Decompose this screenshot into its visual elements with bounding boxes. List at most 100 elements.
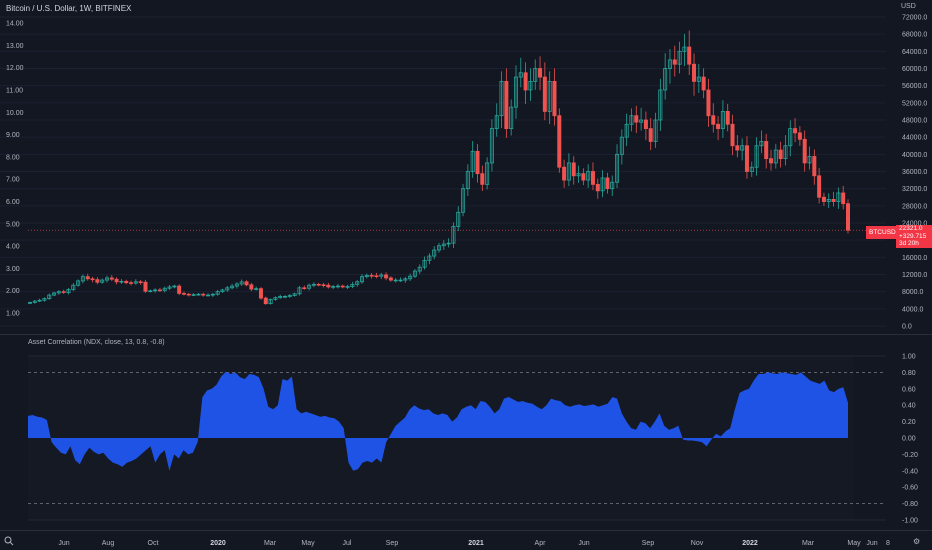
candle-body bbox=[258, 288, 263, 299]
y-tick-left: 6.00 bbox=[6, 199, 20, 206]
candle-body bbox=[446, 242, 451, 245]
candle-body bbox=[364, 274, 369, 278]
candle-body bbox=[345, 286, 350, 288]
candle-body bbox=[196, 293, 201, 296]
candle-body bbox=[513, 76, 518, 108]
candle-body bbox=[744, 145, 749, 172]
y-tick-corr: 0.20 bbox=[902, 419, 916, 426]
candle-body bbox=[133, 281, 138, 284]
candle-body bbox=[566, 162, 571, 181]
candle-body bbox=[494, 115, 499, 129]
candle-body bbox=[254, 288, 259, 290]
candle-body bbox=[210, 293, 215, 296]
candle-body bbox=[826, 198, 831, 202]
candle-body bbox=[841, 192, 846, 205]
candle-body bbox=[181, 292, 186, 295]
x-tick: Oct bbox=[148, 540, 159, 547]
candle-body bbox=[773, 149, 778, 164]
candle-body bbox=[114, 278, 119, 283]
candle-body bbox=[119, 280, 124, 283]
candle-body bbox=[581, 173, 586, 181]
candle-body bbox=[374, 275, 379, 277]
y-tick-left: 9.00 bbox=[6, 132, 20, 139]
y-tick-usd: 24000.0 bbox=[902, 221, 927, 228]
candle-body bbox=[71, 284, 76, 290]
candle-body bbox=[287, 295, 292, 297]
candle-body bbox=[528, 80, 533, 91]
candle-body bbox=[788, 128, 793, 147]
candle-body bbox=[215, 291, 220, 295]
candle-body bbox=[138, 281, 143, 283]
y-tick-usd: 52000.0 bbox=[902, 100, 927, 107]
x-tick: May bbox=[847, 540, 861, 547]
candlestick-series bbox=[27, 30, 866, 305]
candle-body bbox=[509, 106, 514, 129]
candle-body bbox=[76, 280, 81, 286]
x-tick: Jun bbox=[866, 540, 877, 547]
x-tick: Mar bbox=[264, 540, 277, 547]
y-tick-usd: 68000.0 bbox=[902, 32, 927, 39]
candle-body bbox=[639, 119, 644, 123]
current-price: 22321.0 bbox=[899, 225, 923, 232]
currency-label: USD bbox=[901, 3, 916, 10]
x-tick: 2022 bbox=[742, 540, 758, 547]
y-tick-usd: 64000.0 bbox=[902, 49, 927, 56]
candle-body bbox=[441, 243, 446, 247]
candle-body bbox=[42, 298, 47, 301]
x-tick: Apr bbox=[535, 540, 547, 547]
candle-body bbox=[658, 89, 663, 121]
y-tick-usd: 36000.0 bbox=[902, 169, 927, 176]
candle-body bbox=[56, 291, 61, 294]
candle-body bbox=[100, 279, 105, 283]
candle-body bbox=[384, 274, 389, 279]
candle-body bbox=[595, 183, 600, 192]
correlation-area-series bbox=[28, 371, 848, 471]
candle-body bbox=[388, 277, 393, 281]
y-tick-left: 4.00 bbox=[6, 244, 20, 251]
y-tick-usd: 32000.0 bbox=[902, 186, 927, 193]
x-tick: Mar bbox=[802, 540, 815, 547]
candle-body bbox=[292, 293, 297, 296]
candle-body bbox=[307, 284, 312, 289]
chart-title: Bitcoin / U.S. Dollar, 1W, BITFINEX bbox=[6, 4, 132, 13]
candle-body bbox=[302, 287, 307, 290]
candle-body bbox=[793, 128, 798, 134]
candle-body bbox=[398, 279, 403, 282]
candle-body bbox=[268, 298, 273, 305]
candle-body bbox=[326, 284, 331, 288]
candle-body bbox=[249, 284, 254, 290]
candle-body bbox=[706, 89, 711, 117]
candle-body bbox=[186, 293, 191, 296]
zoom-icon[interactable] bbox=[4, 536, 14, 546]
candle-body bbox=[206, 294, 211, 297]
x-tick: Sep bbox=[386, 540, 399, 547]
candle-body bbox=[239, 281, 244, 285]
candle-body bbox=[432, 249, 437, 257]
x-tick: Jun bbox=[58, 540, 69, 547]
gear-icon[interactable]: ⚙ bbox=[913, 537, 921, 546]
indicator-title[interactable]: Asset Correlation (NDX, close, 13, 0.8, … bbox=[28, 339, 165, 346]
y-tick-usd: 48000.0 bbox=[902, 118, 927, 125]
y-tick-corr: -0.20 bbox=[902, 452, 918, 459]
y-tick-left: 14.00 bbox=[6, 21, 24, 28]
candle-body bbox=[562, 166, 567, 181]
candle-body bbox=[162, 287, 167, 291]
candle-body bbox=[451, 226, 456, 244]
candle-body bbox=[340, 285, 345, 288]
y-tick-left: 8.00 bbox=[6, 154, 20, 161]
candle-body bbox=[393, 279, 398, 282]
candle-body bbox=[177, 285, 182, 294]
candle-body bbox=[682, 46, 687, 52]
y-tick-usd: 72000.0 bbox=[902, 15, 927, 22]
candle-body bbox=[32, 300, 37, 303]
x-tick: May bbox=[301, 540, 315, 547]
candle-body bbox=[153, 289, 158, 292]
axes: 0.04000.08000.012000.016000.020000.02400… bbox=[0, 15, 932, 547]
candle-body bbox=[692, 63, 697, 82]
candle-body bbox=[470, 150, 475, 172]
candle-body bbox=[61, 291, 66, 293]
candle-body bbox=[109, 277, 114, 280]
candle-body bbox=[225, 287, 230, 291]
candle-body bbox=[230, 285, 235, 289]
